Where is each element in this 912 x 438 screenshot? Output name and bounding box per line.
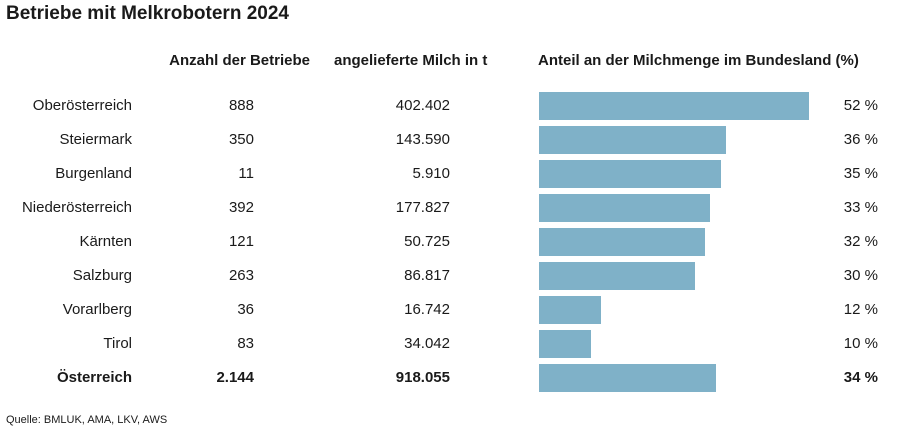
- source-note: Quelle: BMLUK, AMA, LKV, AWS: [6, 414, 168, 426]
- row-count-value: 36: [237, 301, 254, 318]
- row-count-value: 2.144: [216, 369, 254, 386]
- row-region-label: Niederösterreich: [21, 199, 132, 216]
- row-region-label: Kärnten: [79, 233, 132, 250]
- row-milk-value: 34.042: [404, 335, 450, 352]
- share-label: 30 %: [843, 267, 878, 284]
- row-milk-value: 86.817: [404, 267, 450, 284]
- row-count-value: 11: [238, 165, 254, 182]
- row-milk-value: 143.590: [395, 131, 450, 148]
- row-region-label: Tirol: [103, 335, 132, 352]
- row-count-value: 350: [228, 131, 254, 148]
- share-bar: [539, 228, 706, 256]
- share-label: 52 %: [843, 97, 878, 114]
- share-label: 33 %: [843, 199, 878, 216]
- row-region-label: Burgenland: [55, 165, 132, 182]
- row-count-value: 888: [228, 97, 254, 114]
- row-region-label: Steiermark: [59, 131, 132, 148]
- header-count: Anzahl der Betriebe: [169, 52, 310, 69]
- share-bar: [539, 364, 716, 392]
- share-bar: [539, 92, 809, 120]
- row-count-value: 263: [228, 267, 254, 284]
- row-region-label: Salzburg: [72, 267, 132, 284]
- share-label: 32 %: [843, 233, 878, 250]
- share-bar: [539, 160, 721, 188]
- row-milk-value: 918.055: [395, 369, 450, 386]
- header-milk: angelieferte Milch in t: [334, 52, 488, 69]
- row-region-label: Oberösterreich: [32, 97, 132, 114]
- row-milk-value: 5.910: [412, 165, 450, 182]
- row-milk-value: 177.827: [395, 199, 450, 216]
- row-milk-value: 16.742: [404, 301, 450, 318]
- row-milk-value: 402.402: [395, 97, 450, 114]
- share-bar: [539, 126, 726, 154]
- share-bar: [539, 194, 711, 222]
- row-count-value: 392: [228, 199, 254, 216]
- row-count-value: 83: [237, 335, 254, 352]
- share-label: 12 %: [843, 301, 878, 318]
- row-milk-value: 50.725: [404, 233, 450, 250]
- chart-title: Betriebe mit Melkrobotern 2024: [6, 3, 289, 24]
- row-region-label: Vorarlberg: [62, 301, 132, 318]
- row-count-value: 121: [228, 233, 254, 250]
- share-bar: [539, 262, 695, 290]
- row-region-label: Österreich: [56, 369, 132, 386]
- share-bar: [539, 330, 591, 358]
- share-label: 35 %: [843, 165, 878, 182]
- share-label: 10 %: [843, 335, 878, 352]
- share-label: 36 %: [843, 131, 878, 148]
- share-label: 34 %: [843, 369, 878, 386]
- header-share: Anteil an der Milchmenge im Bundesland (…: [538, 52, 859, 69]
- share-bar: [539, 296, 602, 324]
